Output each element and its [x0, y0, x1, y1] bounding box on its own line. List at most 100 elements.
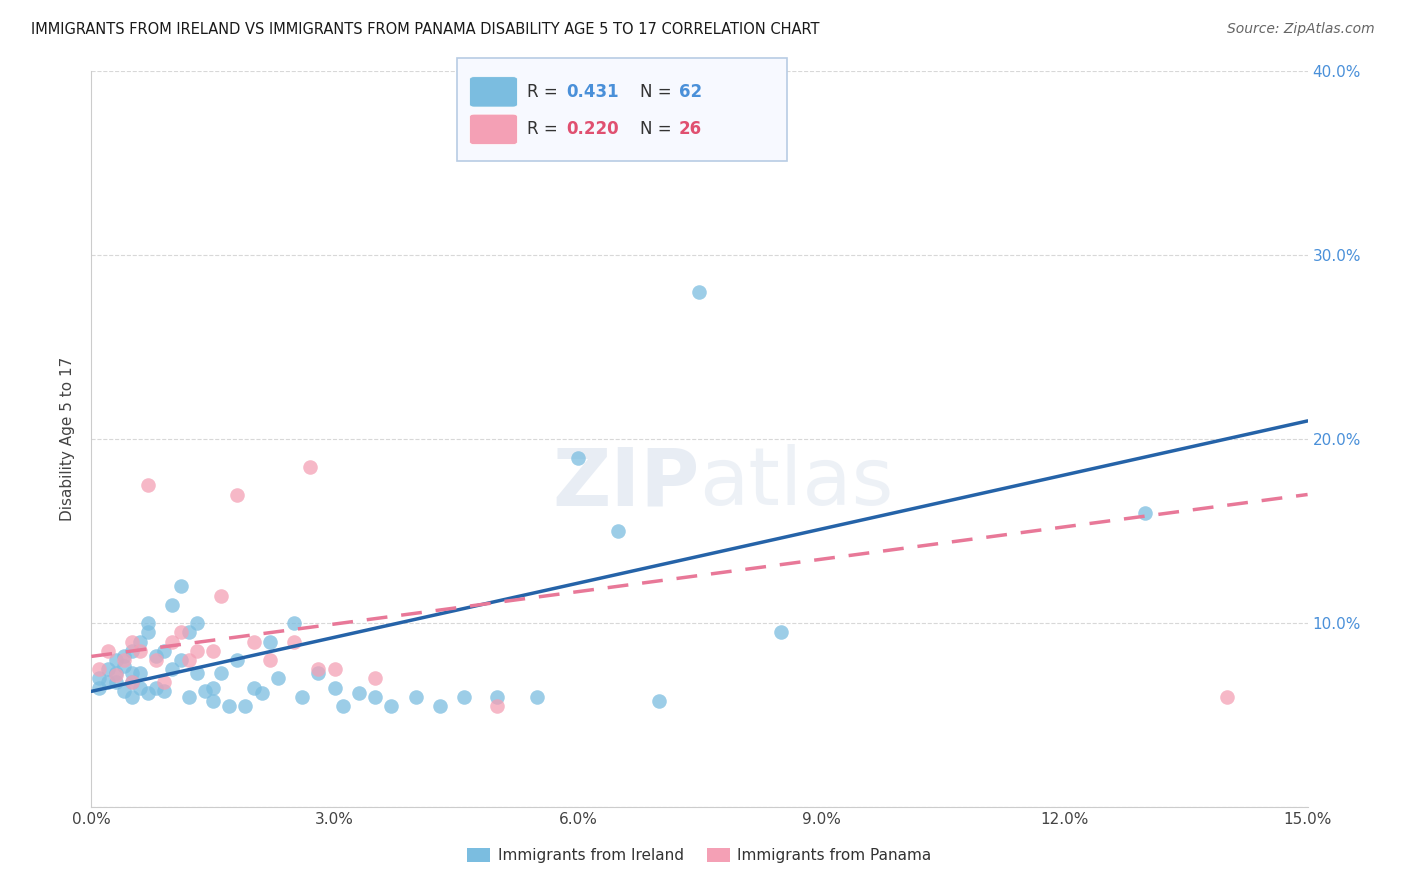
Point — [307, 665, 329, 680]
Point — [364, 672, 387, 686]
Point — [104, 665, 127, 680]
Point — [226, 653, 249, 667]
Point — [226, 487, 249, 501]
Point — [218, 699, 240, 714]
Point — [307, 662, 329, 676]
Point — [332, 699, 354, 714]
Point — [121, 690, 143, 704]
Point — [153, 675, 176, 690]
Point — [291, 690, 314, 704]
Text: 26: 26 — [679, 120, 702, 138]
Point — [242, 634, 264, 648]
Point — [169, 653, 191, 667]
Point — [136, 616, 159, 631]
Point — [145, 649, 167, 664]
Point — [89, 672, 111, 686]
Point — [283, 616, 305, 631]
Point — [89, 662, 111, 676]
Point — [145, 653, 167, 667]
Point — [299, 459, 322, 474]
Point — [162, 662, 184, 676]
Text: atlas: atlas — [699, 444, 894, 523]
Point — [129, 665, 152, 680]
Point — [104, 675, 127, 690]
Text: IMMIGRANTS FROM IRELAND VS IMMIGRANTS FROM PANAMA DISABILITY AGE 5 TO 17 CORRELA: IMMIGRANTS FROM IRELAND VS IMMIGRANTS FR… — [31, 22, 820, 37]
Point — [202, 644, 225, 658]
Point — [259, 634, 281, 648]
Point — [429, 699, 451, 714]
Point — [97, 644, 120, 658]
Text: ZIP: ZIP — [553, 444, 699, 523]
Text: 0.220: 0.220 — [567, 120, 619, 138]
Point — [1135, 506, 1157, 520]
Point — [259, 653, 281, 667]
Point — [209, 589, 232, 603]
Point — [112, 658, 135, 673]
Point — [89, 681, 111, 695]
Point — [129, 634, 152, 648]
Text: 62: 62 — [679, 83, 702, 101]
Point — [177, 625, 200, 640]
Point — [136, 686, 159, 700]
Point — [485, 699, 508, 714]
Point — [162, 634, 184, 648]
Point — [129, 681, 152, 695]
Point — [235, 699, 257, 714]
Point — [121, 675, 143, 690]
Point — [648, 693, 671, 707]
Text: Source: ZipAtlas.com: Source: ZipAtlas.com — [1227, 22, 1375, 37]
Point — [112, 649, 135, 664]
Text: 0.431: 0.431 — [567, 83, 619, 101]
Point — [607, 524, 630, 539]
Point — [97, 675, 120, 690]
Point — [453, 690, 475, 704]
Point — [97, 662, 120, 676]
Point — [209, 665, 232, 680]
Point — [202, 681, 225, 695]
Point — [688, 285, 710, 300]
Point — [202, 693, 225, 707]
Point — [169, 580, 191, 594]
Point — [380, 699, 402, 714]
Legend: Immigrants from Ireland, Immigrants from Panama: Immigrants from Ireland, Immigrants from… — [461, 842, 938, 870]
Point — [283, 634, 305, 648]
Point — [112, 653, 135, 667]
Point — [153, 684, 176, 698]
Y-axis label: Disability Age 5 to 17: Disability Age 5 to 17 — [60, 357, 76, 522]
Point — [567, 450, 589, 465]
Text: N =: N = — [640, 120, 676, 138]
Point — [162, 598, 184, 612]
Point — [242, 681, 264, 695]
Point — [121, 634, 143, 648]
Point — [177, 690, 200, 704]
Point — [136, 625, 159, 640]
Point — [104, 653, 127, 667]
Point — [186, 644, 208, 658]
Point — [121, 644, 143, 658]
Point — [186, 665, 208, 680]
Point — [194, 684, 217, 698]
Point — [129, 644, 152, 658]
Text: R =: R = — [527, 120, 564, 138]
Point — [769, 625, 792, 640]
Point — [323, 681, 346, 695]
Point — [405, 690, 427, 704]
Point — [169, 625, 191, 640]
Point — [136, 478, 159, 492]
Point — [145, 681, 167, 695]
Point — [526, 690, 548, 704]
Point — [250, 686, 273, 700]
Point — [267, 672, 290, 686]
Text: N =: N = — [640, 83, 676, 101]
Point — [104, 667, 127, 682]
Point — [177, 653, 200, 667]
Point — [485, 690, 508, 704]
Point — [1215, 690, 1237, 704]
Text: R =: R = — [527, 83, 564, 101]
Point — [121, 675, 143, 690]
Point — [121, 665, 143, 680]
Point — [186, 616, 208, 631]
Point — [347, 686, 370, 700]
Point — [364, 690, 387, 704]
Point — [153, 644, 176, 658]
